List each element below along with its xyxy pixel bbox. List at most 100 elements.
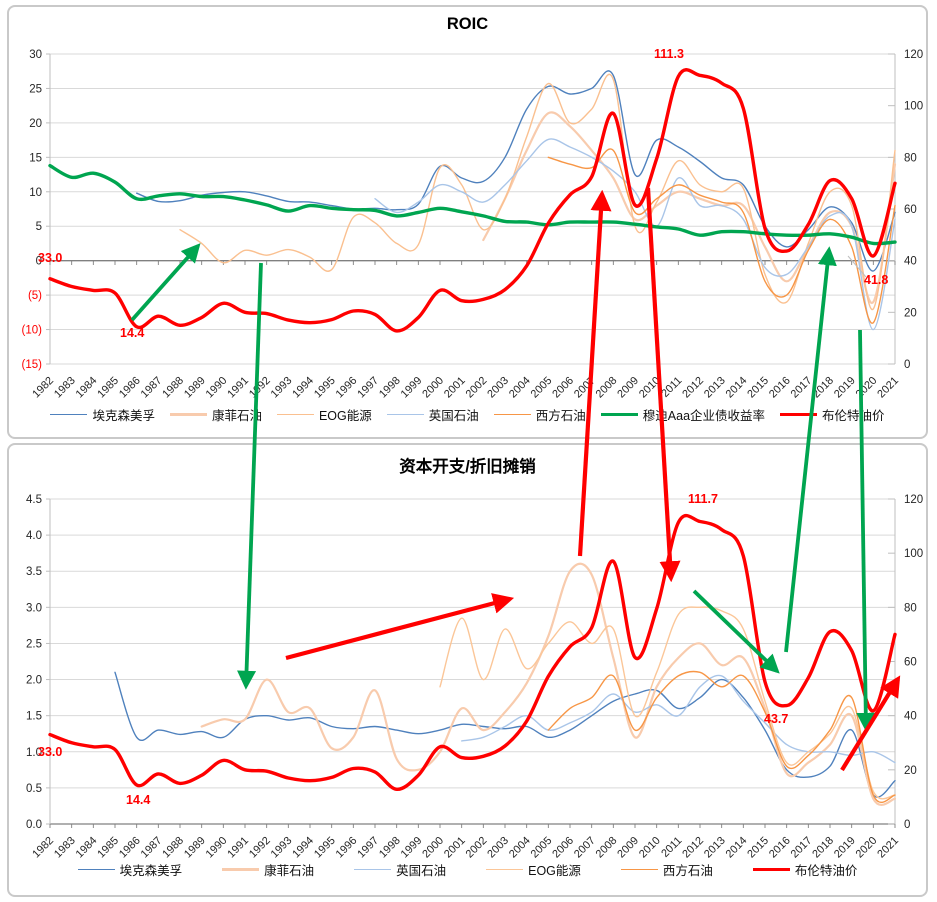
legend-item: 康菲石油	[169, 405, 262, 424]
svg-text:10: 10	[29, 187, 42, 199]
legend-label: 穆迪Aaa企业债收益率	[642, 409, 766, 423]
legend-swatch-line	[493, 413, 531, 416]
svg-text:1982: 1982	[30, 835, 56, 861]
svg-text:4.0: 4.0	[26, 530, 42, 542]
legend-swatch-line	[354, 868, 392, 871]
svg-text:2005: 2005	[529, 375, 555, 401]
svg-text:2012: 2012	[680, 375, 706, 401]
svg-text:1992: 1992	[247, 835, 273, 861]
legend-swatch-line	[386, 413, 424, 416]
legend-label: EOG能源	[318, 409, 372, 423]
capex-chart-panel: 资本开支/折旧摊销 4.5 4.0 3.5 3.0 2.5 2.0 1.5 1.0 0.5 0.0…	[7, 443, 928, 897]
svg-text:0: 0	[904, 359, 910, 371]
svg-text:1985: 1985	[95, 375, 121, 401]
svg-text:1983: 1983	[52, 835, 78, 861]
svg-text:1993: 1993	[269, 375, 295, 401]
data-label: 111.3	[654, 47, 684, 61]
svg-text:1984: 1984	[74, 375, 100, 401]
svg-text:2019: 2019	[832, 375, 858, 401]
data-label: 43.7	[764, 712, 789, 726]
roic-chart-panel: ROIC 30 25 20 15 10 5 0 (5) (10) (15) 120 100 80 60 40…	[7, 5, 928, 439]
svg-text:3.0: 3.0	[26, 602, 42, 614]
svg-text:2.5: 2.5	[26, 638, 42, 650]
capex-legend: 埃克森美孚 康菲石油 英国石油 EOG能源 西方石油 布伦特油价	[9, 860, 926, 879]
svg-text:2021: 2021	[875, 375, 901, 401]
svg-text:1995: 1995	[312, 835, 338, 861]
svg-text:20: 20	[904, 765, 917, 777]
svg-text:2007: 2007	[572, 835, 598, 861]
legend-swatch-line	[276, 413, 314, 416]
svg-text:1998: 1998	[377, 375, 403, 401]
svg-text:1999: 1999	[399, 835, 425, 861]
svg-text:2019: 2019	[832, 835, 858, 861]
svg-text:1989: 1989	[182, 835, 208, 861]
legend-label: 布伦特油价	[794, 864, 858, 878]
legend-item: 埃克森美孚	[50, 405, 155, 424]
svg-text:3.5: 3.5	[26, 566, 42, 578]
svg-text:2.0: 2.0	[26, 675, 42, 687]
svg-text:2018: 2018	[810, 835, 836, 861]
svg-text:(15): (15)	[22, 359, 43, 371]
svg-text:2013: 2013	[702, 375, 728, 401]
svg-text:1993: 1993	[269, 835, 295, 861]
svg-text:0: 0	[904, 819, 910, 831]
svg-text:1991: 1991	[225, 375, 251, 401]
svg-text:2009: 2009	[615, 835, 641, 861]
svg-text:2010: 2010	[637, 835, 663, 861]
svg-text:2003: 2003	[485, 835, 511, 861]
svg-text:2021: 2021	[875, 835, 901, 861]
svg-text:2015: 2015	[745, 375, 771, 401]
svg-text:25: 25	[29, 83, 42, 95]
svg-text:1997: 1997	[355, 835, 381, 861]
svg-text:120: 120	[904, 494, 923, 506]
svg-text:2006: 2006	[550, 835, 576, 861]
svg-text:1996: 1996	[334, 835, 360, 861]
svg-text:1999: 1999	[399, 375, 425, 401]
svg-text:80: 80	[904, 602, 917, 614]
svg-text:2016: 2016	[767, 375, 793, 401]
svg-text:2004: 2004	[507, 835, 533, 861]
svg-text:2008: 2008	[594, 375, 620, 401]
svg-text:2018: 2018	[810, 375, 836, 401]
svg-text:1997: 1997	[355, 375, 381, 401]
svg-text:1989: 1989	[182, 375, 208, 401]
svg-text:0: 0	[36, 256, 42, 268]
svg-text:1988: 1988	[160, 835, 186, 861]
svg-text:60: 60	[904, 204, 917, 216]
roic-chart-title: ROIC	[446, 15, 489, 33]
svg-text:100: 100	[904, 101, 923, 113]
svg-text:40: 40	[904, 256, 917, 268]
svg-text:1984: 1984	[74, 835, 100, 861]
svg-text:2000: 2000	[420, 835, 446, 861]
legend-label: 康菲石油	[211, 409, 262, 423]
svg-text:2014: 2014	[724, 835, 750, 861]
data-label: 14.4	[126, 793, 151, 807]
roic-legend: 埃克森美孚 康菲石油 EOG能源 英国石油 西方石油 穆迪Aaa企业债收益率 布伦特油价	[9, 405, 926, 424]
svg-text:2017: 2017	[789, 375, 815, 401]
legend-label: 英国石油	[428, 409, 479, 423]
legend-item: EOG能源	[486, 860, 581, 879]
legend-item: 布伦特油价	[752, 860, 858, 879]
svg-text:2006: 2006	[550, 375, 576, 401]
svg-text:2014: 2014	[724, 375, 750, 401]
svg-text:1.0: 1.0	[26, 747, 42, 759]
svg-text:1994: 1994	[290, 375, 316, 401]
svg-text:1991: 1991	[225, 835, 251, 861]
svg-text:2005: 2005	[529, 835, 555, 861]
svg-text:1.5: 1.5	[26, 711, 42, 723]
legend-label: EOG能源	[528, 864, 581, 878]
svg-text:80: 80	[904, 152, 917, 164]
legend-label: 康菲石油	[264, 864, 315, 878]
svg-text:(10): (10)	[22, 325, 43, 337]
data-label: 33.0	[38, 251, 63, 265]
legend-label: 埃克森美孚	[119, 864, 183, 878]
legend-item: 英国石油	[354, 860, 446, 879]
svg-text:100: 100	[904, 548, 923, 560]
svg-text:(5): (5)	[28, 290, 42, 302]
svg-text:2017: 2017	[789, 835, 815, 861]
svg-text:2003: 2003	[485, 375, 511, 401]
svg-text:1983: 1983	[52, 375, 78, 401]
svg-text:1982: 1982	[30, 375, 56, 401]
legend-label: 西方石油	[662, 864, 713, 878]
